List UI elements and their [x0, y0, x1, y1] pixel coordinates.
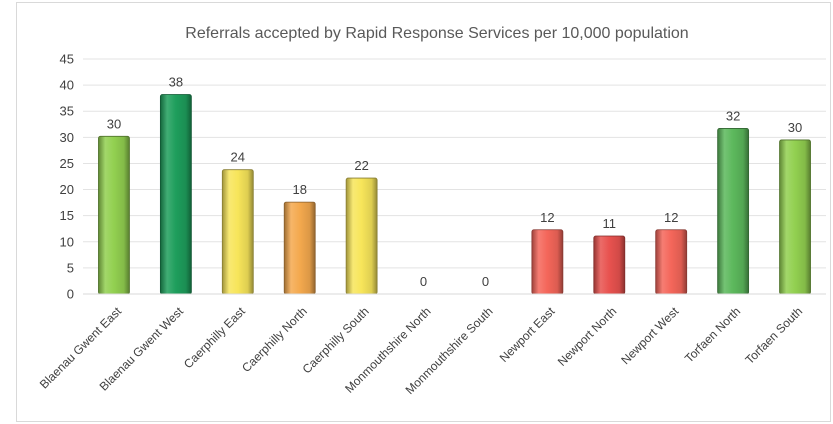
data-label: 22 — [354, 158, 368, 173]
y-tick-label: 35 — [60, 104, 74, 119]
y-tick-label: 0 — [67, 287, 74, 302]
x-category-label: Newport East — [497, 304, 558, 365]
data-label: 38 — [169, 75, 183, 90]
bars — [98, 94, 811, 295]
bar — [159, 94, 192, 295]
data-label: 12 — [664, 210, 678, 225]
y-axis-ticks: 0 5 10 15 20 25 30 35 40 45 — [60, 52, 74, 302]
y-tick-label: 5 — [67, 260, 74, 275]
x-category-label: Newport North — [555, 304, 620, 369]
y-tick-label: 15 — [60, 208, 74, 223]
data-label: 30 — [788, 120, 802, 135]
bar — [98, 135, 130, 295]
data-label: 32 — [726, 108, 740, 123]
bar — [779, 139, 811, 295]
data-label: 0 — [420, 274, 427, 289]
bar — [717, 128, 750, 295]
bar — [531, 229, 564, 295]
x-category-label: Caerphilly South — [300, 304, 372, 376]
data-label: 18 — [292, 182, 306, 197]
x-category-label: Caerphilly North — [239, 304, 310, 375]
x-category-label: Newport West — [618, 304, 681, 367]
x-category-label: Torfaen South — [742, 304, 805, 367]
bar — [283, 201, 316, 295]
chart-title: Referrals accepted by Rapid Response Ser… — [185, 25, 688, 42]
data-label: 0 — [482, 274, 489, 289]
bar — [655, 229, 688, 295]
x-category-label: Caerphilly East — [181, 304, 248, 371]
data-label: 30 — [107, 116, 121, 131]
y-tick-label: 40 — [60, 78, 74, 93]
y-tick-label: 20 — [60, 182, 74, 197]
y-tick-label: 45 — [60, 52, 74, 67]
data-label: 24 — [231, 150, 245, 165]
data-label: 11 — [603, 216, 617, 231]
bar — [345, 177, 378, 295]
gridlines — [83, 58, 826, 269]
bar — [221, 169, 254, 295]
y-tick-label: 30 — [60, 130, 74, 145]
chart-frame — [16, 2, 831, 422]
y-tick-label: 10 — [60, 234, 74, 249]
x-category-label: Torfaen North — [682, 304, 743, 365]
data-labels: 30 38 24 18 22 0 0 12 11 12 32 30 — [107, 75, 803, 289]
data-label: 12 — [540, 210, 554, 225]
y-tick-label: 25 — [60, 156, 74, 171]
bar — [593, 235, 626, 295]
